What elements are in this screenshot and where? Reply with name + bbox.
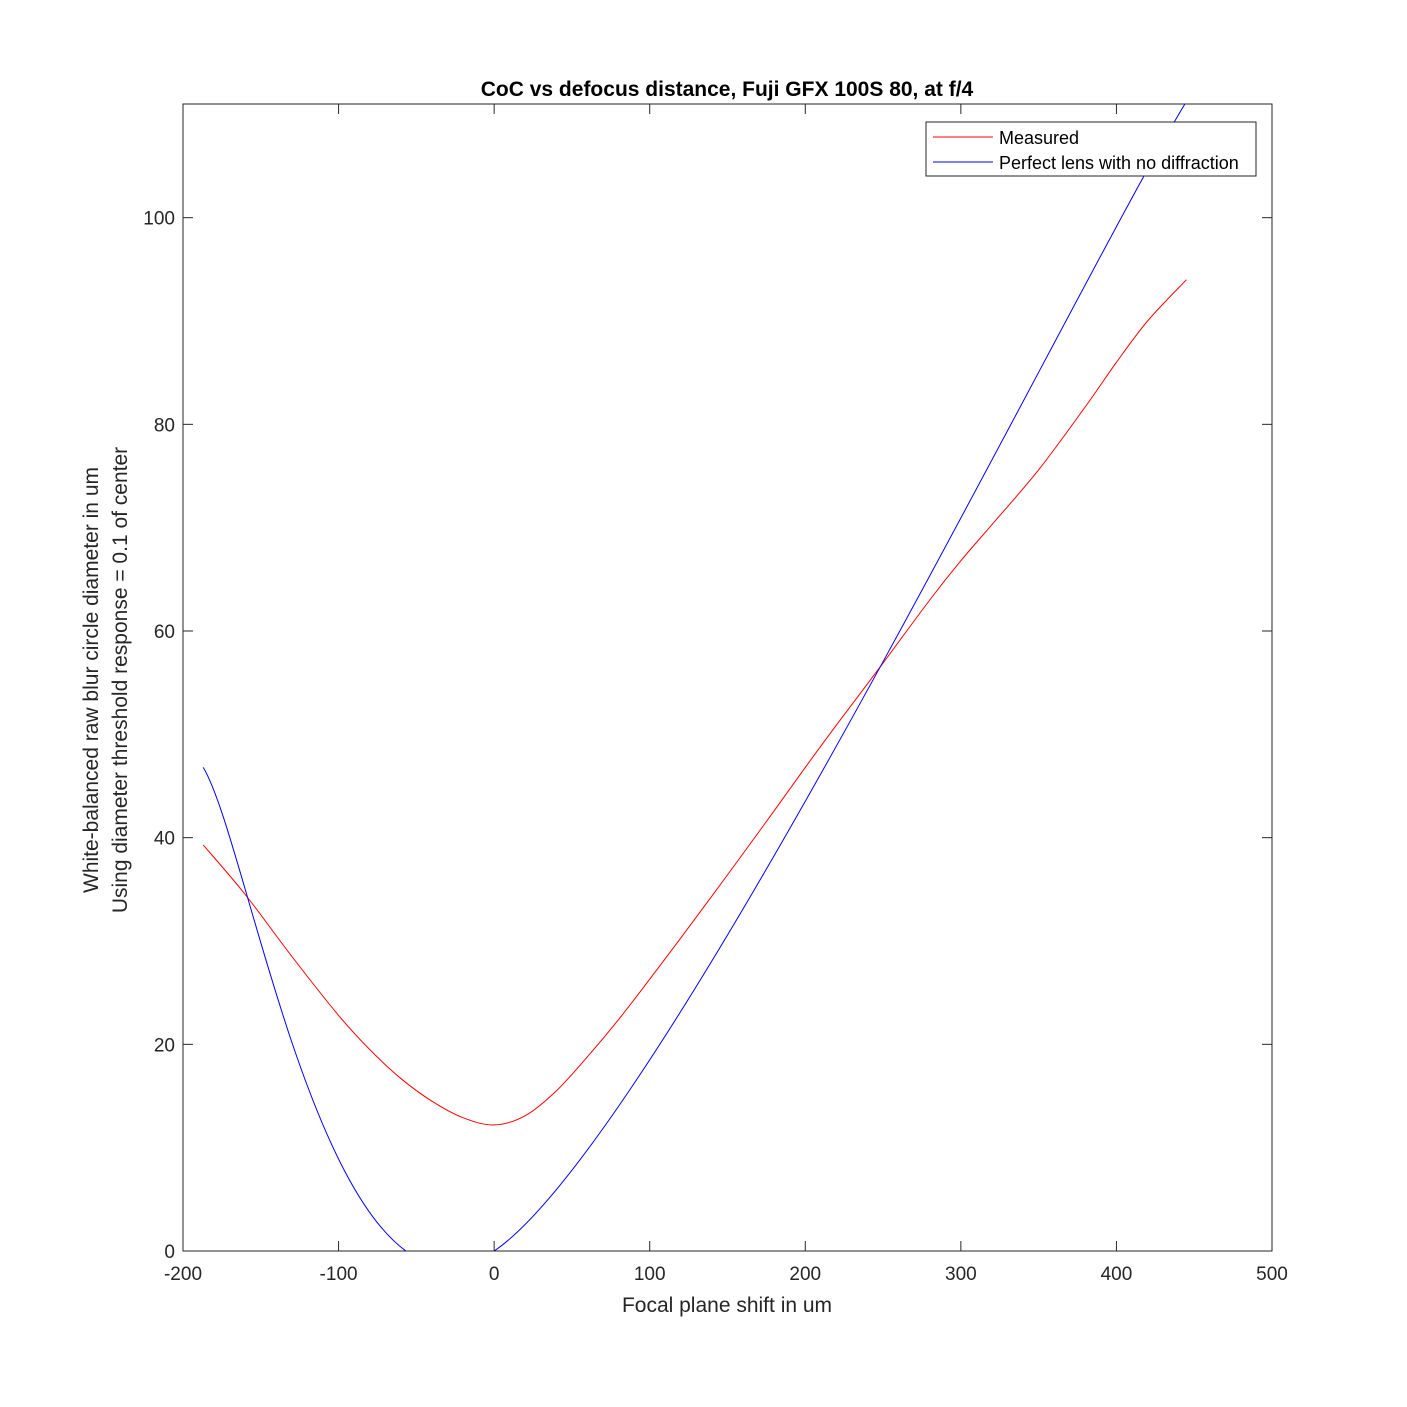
y-tick-label: 80 — [154, 415, 175, 436]
y-tick-label: 0 — [164, 1242, 175, 1263]
plot-area — [182, 103, 1273, 1252]
chart-title: CoC vs defocus distance, Fuji GFX 100S 8… — [481, 78, 974, 101]
x-tick-label: 200 — [789, 1264, 821, 1285]
y-tick-label: 20 — [154, 1035, 175, 1056]
y-tick-label: 40 — [154, 829, 175, 850]
x-tick-label: 100 — [634, 1264, 666, 1285]
y-axis-label-line2: Using diameter threshold response = 0.1 … — [109, 447, 132, 913]
legend-label-measured: Measured — [999, 128, 1079, 148]
x-tick-label: 400 — [1101, 1264, 1133, 1285]
legend-box — [925, 121, 1257, 177]
y-tick-label: 60 — [154, 622, 175, 643]
series-line-measured — [202, 279, 1187, 1126]
series-line-perfect-lens — [202, 104, 1186, 1251]
x-tick-label: 0 — [489, 1264, 500, 1285]
x-tick-label: -100 — [320, 1264, 358, 1285]
y-axis-label-line1: White-balanced raw blur circle diameter … — [80, 467, 103, 893]
x-axis-label: Focal plane shift in um — [622, 1294, 832, 1317]
legend: Measured Perfect lens with no diffractio… — [925, 121, 1257, 177]
x-axis: -200 -100 0 100 200 300 400 500 — [164, 104, 1288, 1285]
x-tick-label: 500 — [1256, 1264, 1288, 1285]
legend-label-perfect-lens: Perfect lens with no diffraction — [999, 153, 1239, 173]
y-axis: 0 20 40 60 80 100 — [143, 209, 1272, 1263]
x-tick-label: 300 — [945, 1264, 977, 1285]
series-layer — [202, 104, 1187, 1251]
x-tick-label: -200 — [164, 1264, 202, 1285]
y-tick-label: 100 — [143, 209, 175, 230]
